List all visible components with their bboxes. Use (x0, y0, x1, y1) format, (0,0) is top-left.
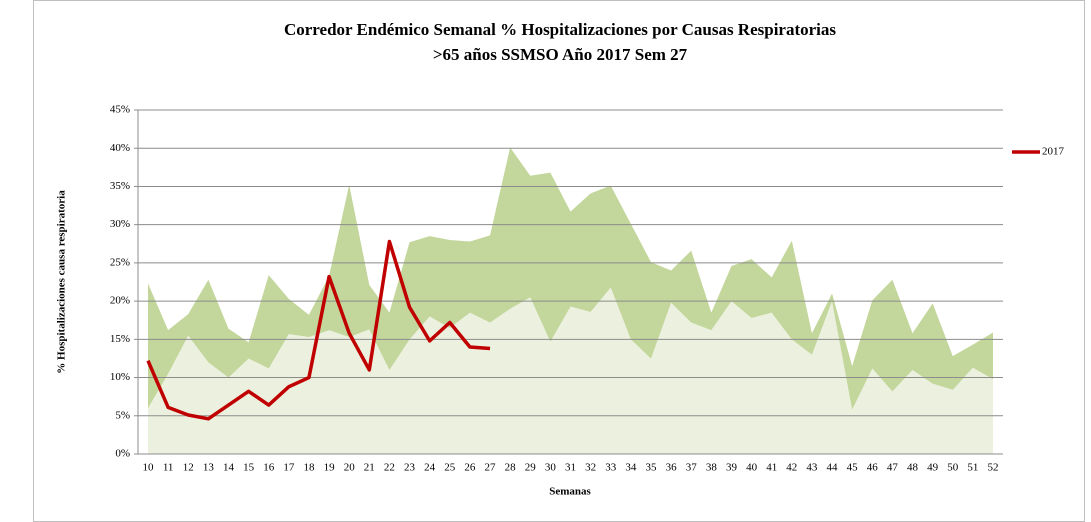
x-tick-label: 48 (907, 462, 919, 474)
x-tick-label: 16 (263, 462, 275, 474)
x-tick-label: 14 (223, 462, 235, 474)
x-tick-label: 26 (464, 462, 476, 474)
legend-label: 2017 (1042, 146, 1065, 158)
y-tick-label: 35% (110, 180, 130, 192)
x-tick-label: 41 (766, 462, 777, 474)
x-tick-label: 45 (847, 462, 859, 474)
x-tick-label: 34 (625, 462, 637, 474)
x-tick-label: 50 (947, 462, 959, 474)
y-tick-label: 45% (110, 104, 130, 116)
y-tick-label: 15% (110, 333, 130, 345)
x-tick-label: 18 (303, 462, 315, 474)
x-tick-label: 17 (283, 462, 295, 474)
x-tick-label: 15 (243, 462, 255, 474)
x-tick-label: 13 (203, 462, 215, 474)
x-tick-label: 32 (585, 462, 596, 474)
x-tick-label: 52 (988, 462, 999, 474)
x-tick-label: 39 (726, 462, 738, 474)
x-tick-label: 28 (505, 462, 517, 474)
x-tick-label: 47 (887, 462, 899, 474)
x-tick-label: 10 (143, 462, 155, 474)
y-tick-label: 10% (110, 371, 130, 383)
x-tick-label: 19 (324, 462, 336, 474)
y-tick-label: 25% (110, 256, 130, 268)
x-tick-label: 23 (404, 462, 416, 474)
x-tick-label: 31 (565, 462, 576, 474)
x-axis-label: Semanas (549, 486, 591, 498)
x-tick-label: 33 (605, 462, 617, 474)
x-tick-label: 21 (364, 462, 375, 474)
x-tick-label: 40 (746, 462, 758, 474)
x-tick-label: 38 (706, 462, 718, 474)
x-tick-label: 44 (827, 462, 839, 474)
x-tick-label: 49 (927, 462, 939, 474)
line (146, 239, 491, 421)
x-tick-label: 42 (786, 462, 797, 474)
x-tick-label: 46 (867, 462, 879, 474)
y-tick-label: 0% (115, 448, 130, 460)
y-tick-label: 20% (110, 295, 130, 307)
y-tick-label: 30% (110, 218, 130, 230)
x-tick-label: 22 (384, 462, 395, 474)
x-tick-label: 51 (967, 462, 978, 474)
chart-title: Corredor Endémico Semanal % Hospitalizac… (284, 20, 836, 39)
x-tick-label: 29 (525, 462, 537, 474)
x-tick-label: 25 (444, 462, 456, 474)
x-tick-label: 12 (183, 462, 194, 474)
y-tick-label: 5% (115, 409, 130, 421)
x-tick-label: 24 (424, 462, 436, 474)
y-axis-label: % Hospitalizaciones causa respiratoria (56, 190, 68, 374)
x-tick-label: 35 (645, 462, 657, 474)
y-tick-label: 40% (110, 142, 130, 154)
x-tick-label: 37 (686, 462, 698, 474)
x-tick-label: 43 (806, 462, 818, 474)
x-tick-label: 36 (666, 462, 678, 474)
chart-title: >65 años SSMSO Año 2017 Sem 27 (433, 45, 688, 64)
area (148, 287, 993, 454)
x-tick-label: 27 (485, 462, 497, 474)
x-tick-label: 11 (163, 462, 174, 474)
x-tick-label: 30 (545, 462, 557, 474)
x-tick-label: 20 (344, 462, 356, 474)
